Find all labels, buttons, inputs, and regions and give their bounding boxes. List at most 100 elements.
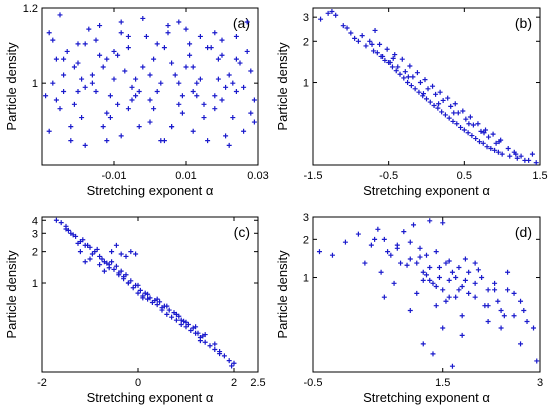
data-point <box>511 313 517 319</box>
data-point <box>212 93 218 99</box>
data-point <box>436 264 442 270</box>
data-point <box>159 305 165 311</box>
data-point <box>459 313 465 319</box>
data-point <box>109 249 115 255</box>
data-point <box>427 218 433 224</box>
axes-frame <box>41 216 259 373</box>
data-point <box>398 260 404 266</box>
data-point <box>481 130 487 136</box>
data-point <box>372 27 378 33</box>
data-point <box>505 287 511 293</box>
data-point <box>147 97 153 103</box>
y-axis-label: Particle density <box>4 250 19 339</box>
data-point <box>411 222 417 228</box>
data-point <box>433 283 439 289</box>
data-point <box>367 38 373 44</box>
data-point <box>414 290 420 296</box>
data-point <box>531 325 537 331</box>
data-point <box>355 38 361 44</box>
x-tick-label: 0.03 <box>247 170 268 182</box>
data-point <box>97 262 103 268</box>
x-tick-label: 0.01 <box>175 170 196 182</box>
data-point <box>154 41 160 47</box>
data-point <box>445 95 451 101</box>
data-point <box>375 226 381 232</box>
data-point <box>329 252 335 258</box>
data-point <box>77 249 83 255</box>
data-point <box>380 53 386 59</box>
y-tick-label: 1.2 <box>23 3 38 15</box>
data-point <box>407 239 413 245</box>
data-point <box>459 332 465 338</box>
data-point <box>89 80 95 86</box>
data-point <box>178 317 184 323</box>
data-point <box>125 280 131 286</box>
data-point <box>147 295 153 301</box>
data-point <box>115 52 121 58</box>
data-point <box>154 89 160 95</box>
data-point <box>490 131 496 137</box>
data-point <box>440 325 446 331</box>
data-point <box>226 72 232 78</box>
data-point <box>75 89 81 95</box>
data-point <box>212 347 218 353</box>
data-point <box>387 60 393 66</box>
data-point <box>394 242 400 248</box>
data-point <box>436 101 442 107</box>
data-point <box>197 76 203 82</box>
data-point <box>136 124 142 130</box>
data-point <box>208 45 214 51</box>
data-point <box>453 294 459 300</box>
data-point <box>217 349 223 355</box>
data-point <box>452 101 458 107</box>
data-point <box>181 318 187 324</box>
data-point <box>201 115 207 121</box>
data-point <box>231 360 237 366</box>
data-point <box>116 270 122 276</box>
data-point <box>414 260 420 266</box>
data-point <box>202 332 208 338</box>
data-point <box>75 60 81 66</box>
data-point <box>135 282 141 288</box>
data-point <box>420 91 426 97</box>
data-point <box>414 70 420 76</box>
panel-c: -2 0 2 2.5 1 2 34 Stretching exponent α Particle… <box>4 215 266 405</box>
data-point <box>201 101 207 107</box>
data-point <box>58 220 64 226</box>
data-point <box>248 110 254 116</box>
data-point <box>176 80 182 86</box>
data-point <box>420 341 426 347</box>
data-point <box>462 277 468 283</box>
data-point <box>478 128 484 134</box>
data-point <box>424 272 429 278</box>
data-point <box>183 64 189 70</box>
data-point <box>82 259 88 265</box>
data-point <box>164 303 170 309</box>
data-point <box>463 116 469 122</box>
data-point <box>529 151 535 157</box>
data-point <box>118 133 124 139</box>
data-point <box>453 275 459 281</box>
data-point <box>205 138 211 144</box>
data-point <box>456 264 462 270</box>
data-point <box>226 142 232 148</box>
data-point <box>486 134 492 140</box>
data-point <box>142 290 148 296</box>
data-point <box>133 93 139 99</box>
data-point <box>526 157 532 163</box>
data-point <box>101 268 107 274</box>
data-point <box>435 105 441 111</box>
data-point <box>483 127 489 133</box>
data-point <box>498 307 504 313</box>
data-point <box>230 80 236 86</box>
data-point <box>122 68 128 74</box>
data-point <box>492 287 498 293</box>
data-point <box>61 89 67 95</box>
data-point <box>417 245 423 251</box>
data-point <box>194 93 200 99</box>
data-point <box>190 89 196 95</box>
data-point <box>104 110 110 116</box>
data-point <box>70 232 76 238</box>
data-point <box>151 106 157 112</box>
data-point <box>408 83 414 89</box>
